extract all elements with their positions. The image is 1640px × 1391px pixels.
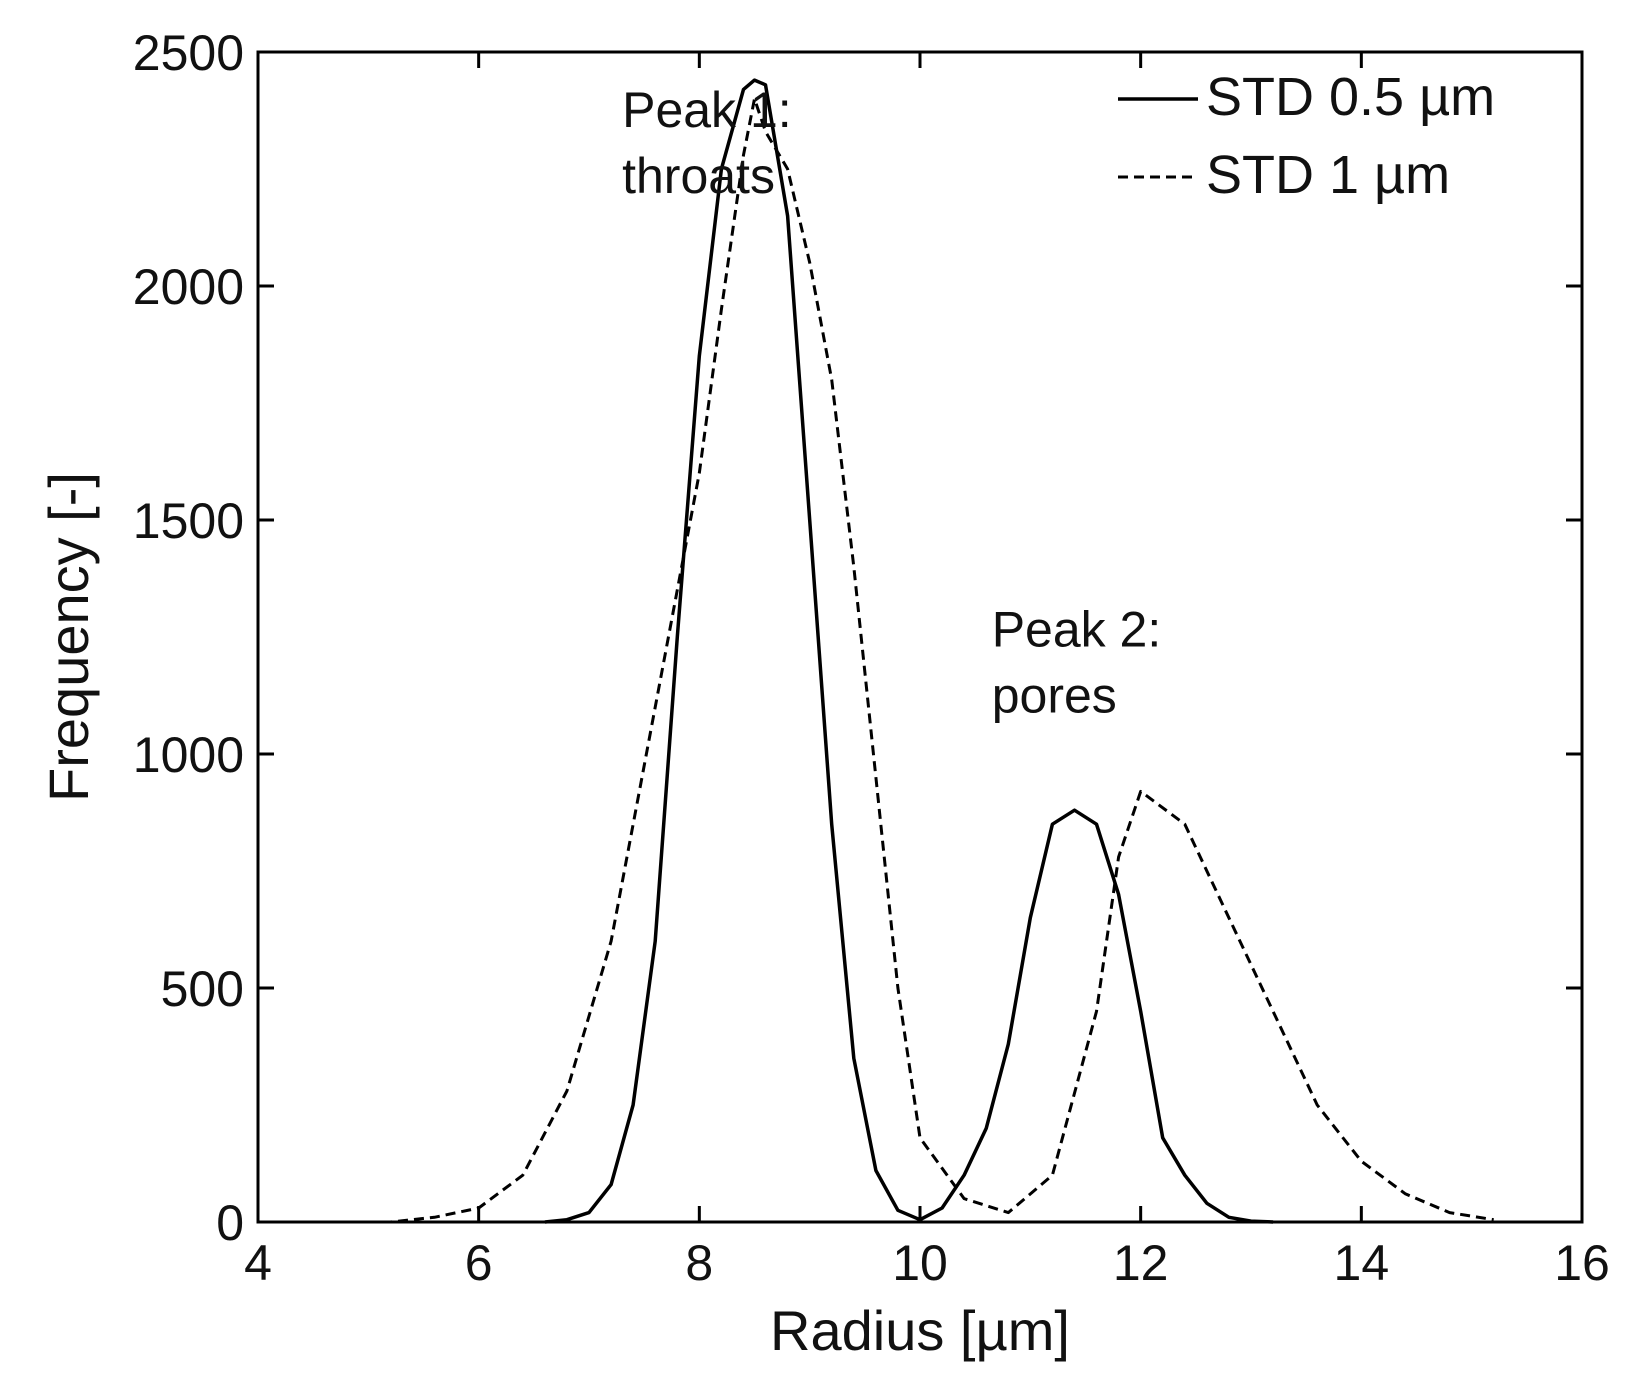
annotations: Peak 1: throats Peak 2: pores xyxy=(622,82,1161,723)
annotation-1-line-1: Peak 1: xyxy=(622,82,792,138)
x-tick-label: 10 xyxy=(892,1235,948,1291)
y-tick-label: 1500 xyxy=(133,493,244,549)
annotation-1-line-2: throats xyxy=(622,148,775,204)
series-lines xyxy=(302,78,1494,1224)
series-line-1 xyxy=(544,78,1274,1224)
y-axis-label: Frequency [-] xyxy=(37,472,100,802)
annotation-2-line-1: Peak 2: xyxy=(992,601,1162,657)
annotation-2-line-2: pores xyxy=(992,667,1117,723)
x-tick-label: 16 xyxy=(1554,1235,1610,1291)
y-tick-label: 500 xyxy=(161,961,244,1017)
series-line-2 xyxy=(302,97,1494,1224)
x-tick-label: 8 xyxy=(685,1235,713,1291)
plot-frame xyxy=(256,50,1584,1224)
x-tick-label: 6 xyxy=(465,1235,493,1291)
y-tick-label: 1000 xyxy=(133,727,244,783)
y-tick-label: 2500 xyxy=(133,25,244,81)
y-tick-label: 0 xyxy=(216,1195,244,1251)
legend: STD 0.5 µm STD 1 µm xyxy=(1118,67,1495,205)
legend-label-1: STD 0.5 µm xyxy=(1206,67,1495,127)
x-axis-label: Radius [µm] xyxy=(770,1299,1070,1362)
x-tick-label: 14 xyxy=(1334,1235,1390,1291)
x-tick-label: 4 xyxy=(244,1235,272,1291)
y-tick-label: 2000 xyxy=(133,259,244,315)
plot-area xyxy=(256,50,1584,1224)
axis-ticks xyxy=(256,50,1584,1224)
tick-labels: 4 6 8 10 12 14 16 0 500 1000 1500 2000 2500 xyxy=(133,25,1610,1291)
legend-label-2: STD 1 µm xyxy=(1206,145,1450,205)
x-tick-label: 12 xyxy=(1113,1235,1169,1291)
